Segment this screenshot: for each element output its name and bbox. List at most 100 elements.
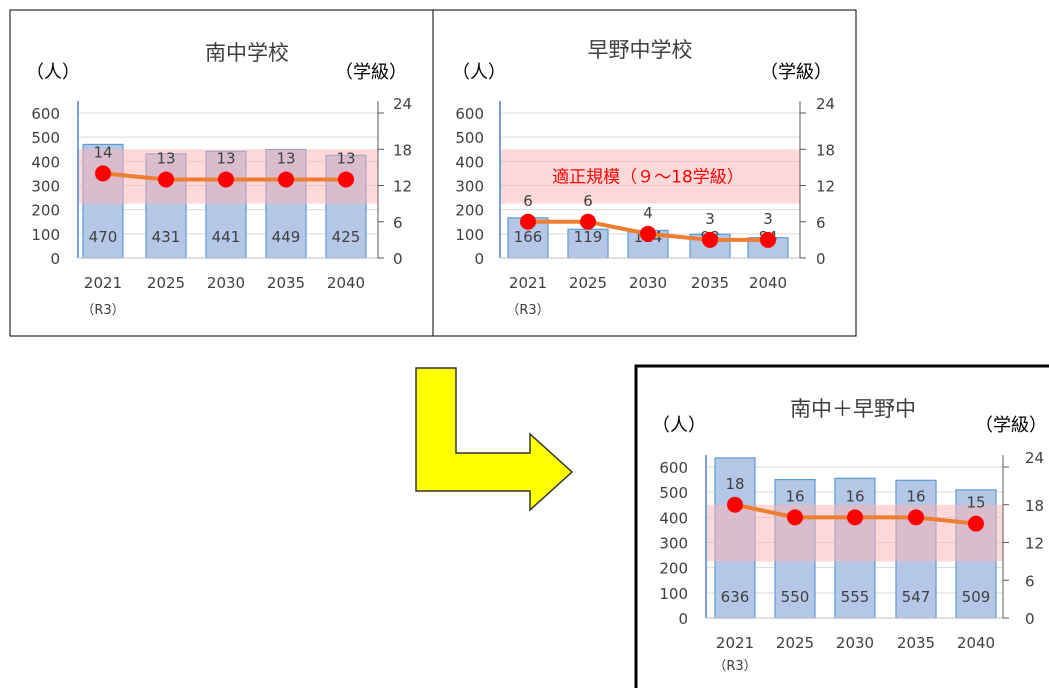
y2-tick-label: 6	[1025, 572, 1035, 590]
category-label: 2040	[749, 274, 787, 292]
y2-tick-label: 24	[816, 95, 835, 113]
category-label: 2021	[84, 274, 122, 292]
class-point-2030	[218, 171, 234, 187]
y-tick-label: 300	[659, 535, 688, 553]
y-tick-label: 500	[659, 484, 688, 502]
y-tick-label: 0	[678, 610, 688, 628]
category-label: 2021	[716, 634, 754, 652]
bar-value-label: 449	[272, 228, 301, 246]
category-sublabel: （R3）	[81, 303, 124, 318]
y2-tick-label: 0	[1025, 610, 1035, 628]
bar-value-label: 470	[89, 228, 118, 246]
class-point-2040	[968, 516, 984, 532]
class-value-label: 18	[725, 475, 744, 493]
y2-tick-label: 0	[393, 250, 403, 268]
y-tick-label: 600	[659, 459, 688, 477]
y-tick-label: 500	[31, 129, 60, 147]
y2-tick-label: 18	[393, 141, 412, 159]
category-sublabel: （R3）	[713, 659, 756, 674]
class-value-label: 16	[906, 487, 925, 505]
class-point-2030	[640, 226, 656, 242]
y-tick-label: 600	[455, 105, 484, 123]
y2-tick-label: 18	[1025, 497, 1044, 515]
right-axis-unit: （学級）	[335, 62, 407, 83]
class-value-label: 14	[93, 143, 112, 161]
category-label: 2035	[691, 274, 729, 292]
left-axis-unit: （人）	[452, 62, 506, 83]
bar-value-label: 509	[962, 588, 991, 606]
y-tick-label: 0	[474, 250, 484, 268]
class-value-label: 4	[643, 204, 653, 222]
category-label: 2030	[629, 274, 667, 292]
class-point-2035	[278, 171, 294, 187]
category-label: 2035	[897, 634, 935, 652]
y2-tick-label: 24	[393, 95, 412, 113]
y2-tick-label: 6	[816, 214, 826, 232]
y2-tick-label: 18	[816, 141, 835, 159]
category-label: 2040	[957, 634, 995, 652]
bar-value-label: 441	[212, 228, 241, 246]
bar-value-label: 550	[781, 588, 810, 606]
class-value-label: 15	[966, 494, 985, 512]
class-value-label: 13	[276, 149, 295, 167]
class-value-label: 3	[705, 210, 715, 228]
y-tick-label: 200	[659, 560, 688, 578]
class-point-2021	[95, 165, 111, 181]
y-tick-label: 100	[659, 585, 688, 603]
class-point-2025	[580, 214, 596, 230]
category-label: 2025	[147, 274, 185, 292]
y-tick-label: 300	[31, 178, 60, 196]
class-point-2040	[338, 171, 354, 187]
left-axis-unit: （人）	[652, 415, 706, 436]
chart-title: 南中＋早野中	[790, 397, 916, 421]
band-label: 適正規模（９～18学級）	[552, 167, 744, 187]
category-label: 2030	[207, 274, 245, 292]
category-label: 2035	[267, 274, 305, 292]
class-point-2025	[787, 509, 803, 525]
y-tick-label: 400	[455, 153, 484, 171]
y-tick-label: 100	[31, 226, 60, 244]
chart-panel-2: 適正規模（９～18学級） 0 100 200 300 400 500 600 0 6 12 18 24 1…	[433, 10, 856, 336]
category-label: 2025	[569, 274, 607, 292]
bar-value-label: 636	[721, 588, 750, 606]
y-tick-label: 200	[455, 202, 484, 220]
class-point-2021	[727, 497, 743, 513]
right-axis-unit: （学級）	[975, 415, 1047, 436]
y-tick-label: 500	[455, 129, 484, 147]
class-point-2035	[908, 509, 924, 525]
bar-value-label: 431	[152, 228, 181, 246]
y2-tick-label: 24	[1025, 449, 1044, 467]
left-axis-unit: （人）	[26, 62, 80, 83]
category-label: 2021	[509, 274, 547, 292]
chart-panel-3: 0 100 200 300 400 500 600 0 6 12 18 24 636 550 555 547 5…	[636, 366, 1049, 688]
y-tick-label: 200	[31, 202, 60, 220]
y2-tick-label: 12	[393, 178, 412, 196]
class-value-label: 16	[785, 487, 804, 505]
class-value-label: 3	[763, 210, 773, 228]
y-tick-label: 600	[31, 105, 60, 123]
class-value-label: 16	[845, 487, 864, 505]
category-label: 2040	[327, 274, 365, 292]
class-value-label: 13	[156, 149, 175, 167]
y2-tick-label: 0	[816, 250, 826, 268]
category-label: 2025	[776, 634, 814, 652]
y2-tick-label: 12	[816, 178, 835, 196]
class-point-2025	[158, 171, 174, 187]
category-sublabel: （R3）	[506, 303, 549, 318]
class-value-label: 13	[216, 149, 235, 167]
chart-panel-1: 0 100 200 300 400 500 600 0 6 12 18 24 470 431 441 449 4…	[10, 10, 433, 336]
class-point-2021	[520, 214, 536, 230]
y-tick-label: 0	[50, 250, 60, 268]
chart-title: 南中学校	[205, 41, 289, 65]
y2-tick-label: 12	[1025, 535, 1044, 553]
bar-value-label: 547	[902, 588, 931, 606]
flow-arrow-icon	[416, 368, 572, 510]
y-tick-label: 400	[31, 153, 60, 171]
chart-title: 早野中学校	[588, 38, 693, 62]
class-value-label: 13	[336, 149, 355, 167]
bar-value-label: 425	[332, 228, 361, 246]
class-value-label: 6	[523, 192, 533, 210]
right-axis-unit: （学級）	[760, 62, 832, 83]
category-label: 2030	[836, 634, 874, 652]
